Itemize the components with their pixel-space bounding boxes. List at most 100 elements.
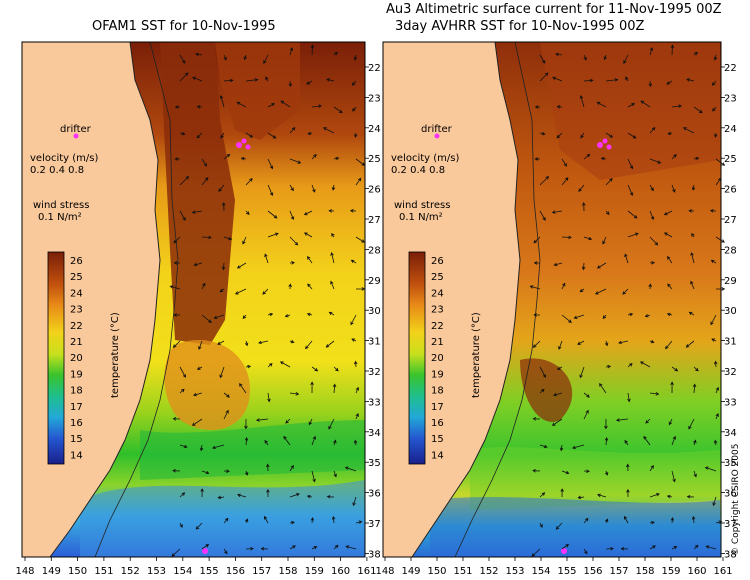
velocity-arrow <box>671 435 676 446</box>
velocity-arrow <box>201 314 212 323</box>
right-wind-label: wind stress <box>394 200 450 211</box>
velocity-arrow <box>596 262 607 269</box>
latitude-tick-label: 31 <box>368 337 381 348</box>
latitude-tick-label: 34 <box>724 428 737 439</box>
velocity-arrow <box>325 340 335 348</box>
velocity-arrow <box>639 361 651 368</box>
velocity-arrow <box>353 54 358 61</box>
longitude-tick-label: 154 <box>173 566 192 577</box>
velocity-arrow <box>602 236 607 245</box>
velocity-arrow <box>604 470 609 476</box>
velocity-arrow <box>539 522 543 528</box>
velocity-arrow <box>179 492 186 498</box>
velocity-arrow <box>217 495 225 500</box>
velocity-arrow <box>179 388 185 394</box>
velocity-arrow <box>682 127 695 134</box>
velocity-arrow <box>594 288 607 295</box>
velocity-arrow <box>201 235 212 240</box>
velocity-arrow <box>710 314 717 326</box>
velocity-arrow <box>539 210 546 221</box>
latitude-tick-label: 29 <box>368 276 381 287</box>
velocity-arrow <box>627 312 634 317</box>
velocity-arrow <box>627 232 639 238</box>
right-drifter-marker <box>597 142 603 148</box>
latitude-tick-label: 31 <box>724 337 737 348</box>
velocity-arrow <box>328 418 335 430</box>
right-longitude-axis: 148 149 150 151 152 153 154 155 156 157 158 159 160 1… <box>375 557 733 577</box>
longitude-tick-label: 160 <box>331 566 350 577</box>
velocity-arrow <box>556 366 563 370</box>
velocity-arrow <box>219 366 225 379</box>
velocity-arrow <box>234 288 247 295</box>
velocity-arrow <box>322 127 335 134</box>
velocity-arrow <box>667 283 673 290</box>
colorbar-tick-label: 19 <box>70 369 83 380</box>
colorbar-tick-label: 26 <box>70 256 83 267</box>
velocity-arrow <box>685 340 695 348</box>
velocity-arrow <box>223 153 231 160</box>
left-colorbar-label: temperature (°C) <box>110 312 121 398</box>
velocity-arrow <box>171 548 181 557</box>
velocity-arrow <box>663 232 673 238</box>
velocity-arrow <box>333 366 339 372</box>
velocity-arrow <box>539 366 546 378</box>
velocity-arrow <box>242 236 247 245</box>
velocity-arrow <box>223 517 229 524</box>
velocity-arrow <box>603 54 607 61</box>
colorbar-tick-label: 21 <box>70 337 83 348</box>
velocity-arrow <box>172 340 181 348</box>
velocity-arrow <box>173 261 181 265</box>
colorbar-tick-label: 26 <box>431 256 444 267</box>
left-legend: drifter velocity (m/s) 0.2 0.4 0.8 wind … <box>30 124 121 465</box>
velocity-arrow <box>236 101 247 108</box>
velocity-arrow <box>328 311 335 316</box>
velocity-arrow <box>258 340 269 345</box>
velocity-arrow <box>266 488 270 498</box>
velocity-arrow <box>344 466 357 472</box>
velocity-arrow <box>532 340 541 348</box>
velocity-arrow <box>714 132 718 138</box>
velocity-arrow <box>704 466 717 472</box>
velocity-arrow <box>605 364 612 369</box>
velocity-arrow <box>191 418 203 426</box>
velocity-arrow <box>223 409 229 420</box>
velocity-arrow <box>332 383 337 394</box>
velocity-arrow <box>198 340 203 350</box>
velocity-arrow <box>583 236 593 241</box>
velocity-arrow <box>333 51 338 56</box>
velocity-arrow <box>351 80 357 86</box>
velocity-arrow <box>671 154 677 160</box>
velocity-arrow <box>627 392 631 403</box>
longitude-tick-label: 148 <box>375 566 394 577</box>
velocity-arrow <box>667 256 673 264</box>
colorbar-tick-label: 14 <box>70 450 83 461</box>
left-shelf-contour <box>94 41 179 558</box>
velocity-arrow <box>311 184 316 193</box>
velocity-arrow <box>693 51 698 56</box>
latitude-tick-label: 34 <box>368 428 381 439</box>
colorbar-tick-label: 25 <box>70 272 83 283</box>
velocity-arrow <box>539 72 549 82</box>
velocity-arrow <box>307 131 313 136</box>
velocity-arrow <box>306 312 313 317</box>
latitude-tick-label: 25 <box>368 154 381 165</box>
latitude-tick-label: 25 <box>724 154 737 165</box>
velocity-arrow <box>174 105 180 109</box>
right-velocity-arrows <box>529 44 726 557</box>
velocity-arrow <box>289 493 300 498</box>
latitude-tick-label: 28 <box>724 245 737 256</box>
velocity-arrow <box>583 392 590 398</box>
velocity-arrow <box>350 259 357 264</box>
velocity-arrow <box>169 285 181 290</box>
longitude-tick-label: 152 <box>479 566 498 577</box>
velocity-arrow <box>179 444 188 449</box>
latitude-tick-label: 27 <box>368 215 381 226</box>
velocity-arrow <box>583 548 588 555</box>
velocity-arrow <box>711 338 717 342</box>
velocity-arrow <box>267 103 276 108</box>
velocity-arrow <box>244 418 248 430</box>
velocity-arrow <box>289 126 296 134</box>
latitude-tick-label: 24 <box>724 124 737 135</box>
longitude-tick-label: 160 <box>687 566 706 577</box>
